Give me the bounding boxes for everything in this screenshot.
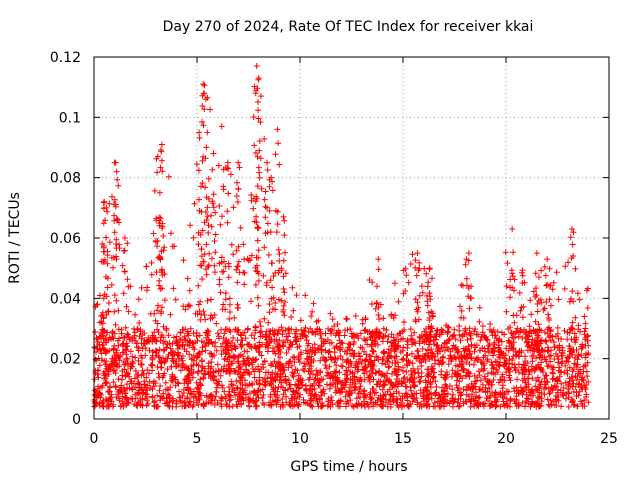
peak-point-27 xyxy=(465,250,472,257)
peak-point-14 xyxy=(218,123,225,130)
peak-point-18 xyxy=(252,90,259,97)
data-points xyxy=(91,63,592,410)
peak-point-29 xyxy=(533,250,540,257)
peak-point-7 xyxy=(158,141,165,148)
x-tick-label: 25 xyxy=(600,431,618,447)
peak-point-12 xyxy=(204,129,211,136)
peak-point-5 xyxy=(121,235,128,241)
peak-point-26 xyxy=(426,265,433,272)
y-tick-label: 0.04 xyxy=(50,291,81,307)
peak-point-31 xyxy=(568,225,575,232)
peak-point-25 xyxy=(414,250,421,257)
peak-point-28 xyxy=(509,225,516,232)
peak-point-9 xyxy=(196,129,203,136)
y-tick-label: 0.06 xyxy=(50,231,81,247)
x-axis-label: GPS time / hours xyxy=(290,459,407,475)
peak-point-6 xyxy=(154,153,161,160)
peak-point-11 xyxy=(201,90,208,97)
peak-point-21 xyxy=(268,174,275,181)
y-axis-label: ROTI / TECUs xyxy=(7,192,23,284)
x-tick-label: 15 xyxy=(394,431,412,447)
peak-point-17 xyxy=(253,63,260,70)
peak-point-4 xyxy=(113,168,120,175)
axis-ticks: 0 5 10 15 20 25 0 0.02 0.04 0.06 0.08 0.1 0.12 xyxy=(50,50,618,447)
peak-point-30 xyxy=(544,256,551,263)
peak-point-19 xyxy=(255,75,262,82)
peak-point-2 xyxy=(103,204,110,211)
peak-point-23 xyxy=(280,213,287,220)
roti-series-markers xyxy=(91,76,592,410)
x-tick-label: 0 xyxy=(90,431,99,447)
y-tick-label: 0.02 xyxy=(50,352,81,368)
peak-point-10 xyxy=(200,81,207,88)
x-tick-label: 10 xyxy=(291,431,309,447)
y-tick-label: 0.1 xyxy=(59,110,81,126)
peak-point-0 xyxy=(99,241,106,248)
y-tick-label: 0.12 xyxy=(50,50,81,66)
peak-point-20 xyxy=(264,159,271,166)
grid-lines xyxy=(94,57,609,419)
peak-point-8 xyxy=(156,189,163,196)
peak-point-13 xyxy=(210,150,217,157)
x-tick-label: 5 xyxy=(193,431,202,447)
y-tick-label: 0 xyxy=(72,412,81,428)
peak-point-1 xyxy=(101,198,108,205)
peak-point-16 xyxy=(235,159,242,166)
peak-point-22 xyxy=(274,126,281,133)
peak-point-3 xyxy=(111,159,118,166)
peak-point-15 xyxy=(224,159,231,166)
y-tick-label: 0.08 xyxy=(50,171,81,187)
chart-title: Day 270 of 2024, Rate Of TEC Index for r… xyxy=(163,19,534,35)
peak-point-24 xyxy=(375,256,382,263)
x-tick-label: 20 xyxy=(497,431,515,447)
